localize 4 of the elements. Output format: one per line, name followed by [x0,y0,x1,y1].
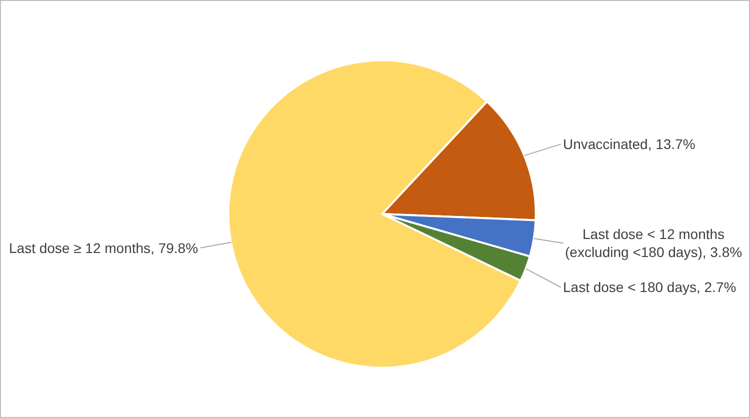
slice-label: Unvaccinated, 13.7% [563,136,696,152]
slice-label: Last dose ≥ 12 months, 79.8% [9,240,198,256]
slice-label: Last dose < 180 days, 2.7% [563,279,736,295]
slice-label: Last dose < 12 months (excluding <180 days), 3.8% [565,226,742,260]
